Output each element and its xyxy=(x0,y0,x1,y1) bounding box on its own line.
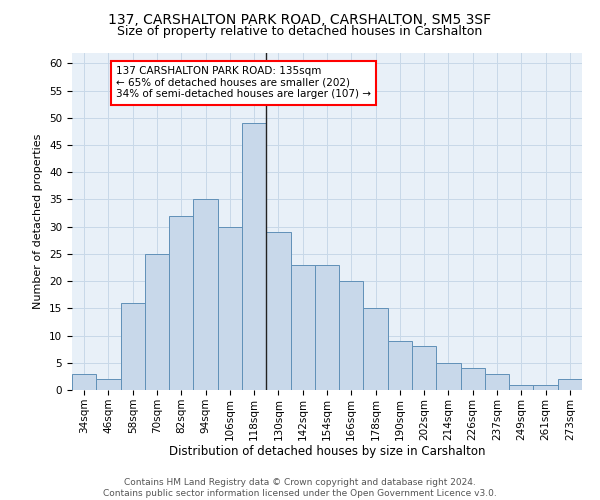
Bar xyxy=(96,379,121,390)
Bar xyxy=(145,254,169,390)
Text: 137 CARSHALTON PARK ROAD: 135sqm
← 65% of detached houses are smaller (202)
34% : 137 CARSHALTON PARK ROAD: 135sqm ← 65% o… xyxy=(116,66,371,100)
Bar xyxy=(315,265,339,390)
Bar xyxy=(121,303,145,390)
Bar xyxy=(218,226,242,390)
Bar xyxy=(266,232,290,390)
Bar xyxy=(461,368,485,390)
Bar xyxy=(242,124,266,390)
Bar xyxy=(485,374,509,390)
Text: Contains HM Land Registry data © Crown copyright and database right 2024.
Contai: Contains HM Land Registry data © Crown c… xyxy=(103,478,497,498)
X-axis label: Distribution of detached houses by size in Carshalton: Distribution of detached houses by size … xyxy=(169,446,485,458)
Bar xyxy=(558,379,582,390)
Bar xyxy=(72,374,96,390)
Bar xyxy=(169,216,193,390)
Bar xyxy=(364,308,388,390)
Y-axis label: Number of detached properties: Number of detached properties xyxy=(34,134,43,309)
Bar xyxy=(509,384,533,390)
Bar xyxy=(412,346,436,390)
Bar xyxy=(436,363,461,390)
Bar xyxy=(533,384,558,390)
Bar xyxy=(193,200,218,390)
Bar xyxy=(388,341,412,390)
Bar xyxy=(339,281,364,390)
Text: 137, CARSHALTON PARK ROAD, CARSHALTON, SM5 3SF: 137, CARSHALTON PARK ROAD, CARSHALTON, S… xyxy=(109,12,491,26)
Text: Size of property relative to detached houses in Carshalton: Size of property relative to detached ho… xyxy=(118,25,482,38)
Bar xyxy=(290,265,315,390)
